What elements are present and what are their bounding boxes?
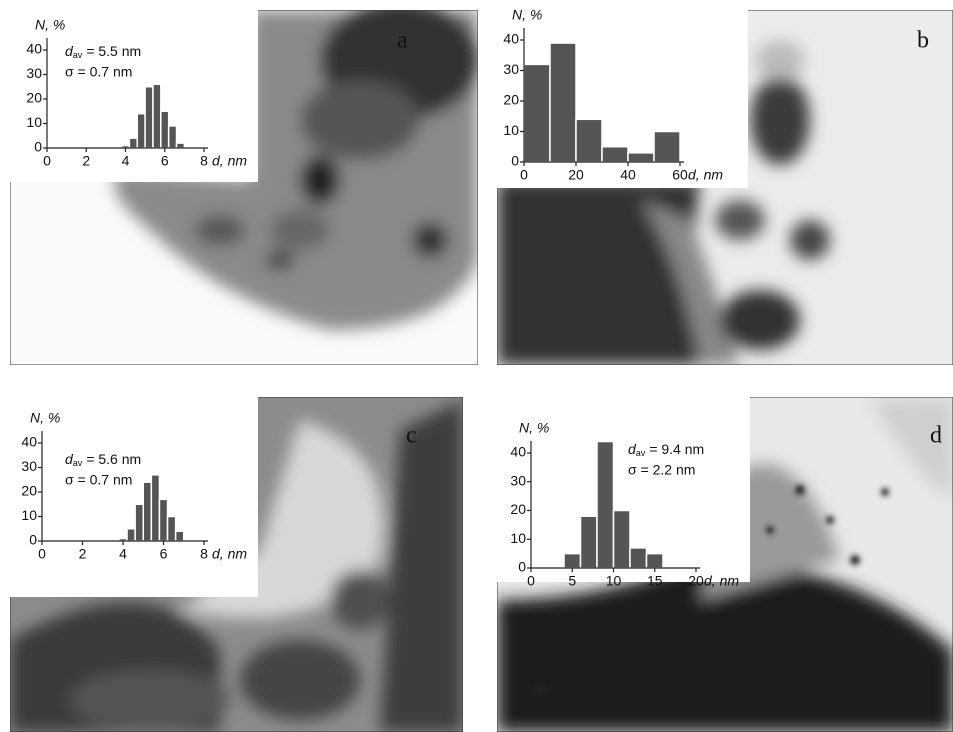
y-tick-label: 20 <box>26 90 42 106</box>
bar <box>602 147 628 162</box>
figure: 02468010203040N, %d, nmdav= 5.5 nmσ = 0.… <box>0 0 953 732</box>
mean-value: = 5.6 nm <box>86 451 141 467</box>
bar <box>581 516 598 568</box>
y-tick-label: 40 <box>503 31 519 47</box>
bar <box>153 84 161 148</box>
mean-value: = 9.4 nm <box>649 441 704 457</box>
bar <box>564 554 581 568</box>
bar <box>168 517 176 542</box>
x-axis-label: d, nm <box>212 546 247 562</box>
y-tick-label: 0 <box>518 559 526 575</box>
y-tick-label: 40 <box>21 434 37 450</box>
panel-letter: a <box>397 28 408 54</box>
mean-subscript: av <box>73 458 83 468</box>
panel-letter: d <box>930 423 942 449</box>
bar <box>129 138 137 148</box>
y-tick-label: 20 <box>510 501 526 517</box>
x-tick-label: 6 <box>160 546 168 562</box>
x-tick-label: 20 <box>568 167 584 183</box>
bar <box>614 511 631 569</box>
x-tick-label: 6 <box>161 153 169 169</box>
x-tick-label: 0 <box>527 573 535 589</box>
sigma-annotation: σ = 0.7 nm <box>65 64 132 80</box>
bar <box>145 87 153 148</box>
bar <box>176 531 184 541</box>
y-tick-label: 10 <box>510 530 526 546</box>
x-axis-label: d, nm <box>212 153 247 169</box>
bar <box>161 111 169 148</box>
y-tick-label: 10 <box>26 114 42 130</box>
y-tick-label: 0 <box>34 139 42 155</box>
panel-letter: b <box>917 28 929 54</box>
x-tick-label: 0 <box>43 153 51 169</box>
x-tick-label: 15 <box>647 573 663 589</box>
x-tick-label: 40 <box>620 167 636 183</box>
x-tick-label: 2 <box>82 153 90 169</box>
x-tick-label: 8 <box>200 153 208 169</box>
bar <box>630 548 647 568</box>
sigma-annotation: σ = 0.7 nm <box>65 472 132 488</box>
mean-subscript: av <box>73 50 83 60</box>
bar <box>576 119 602 162</box>
y-tick-label: 30 <box>21 458 37 474</box>
x-tick-label: 0 <box>38 546 46 562</box>
bar <box>127 529 135 541</box>
bar <box>654 132 680 163</box>
x-axis-label: d, nm <box>704 573 739 589</box>
y-tick-label: 0 <box>29 532 37 548</box>
bar <box>628 153 654 162</box>
y-tick-label: 40 <box>26 41 42 57</box>
y-tick-label: 20 <box>21 483 37 499</box>
y-axis-label: N, % <box>512 7 542 23</box>
x-axis-label: d, nm <box>688 167 723 183</box>
sigma-annotation: σ = 2.2 nm <box>628 462 695 478</box>
y-axis-label: N, % <box>35 17 65 33</box>
y-tick-label: 40 <box>510 444 526 460</box>
y-tick-label: 30 <box>510 472 526 488</box>
y-axis-label: N, % <box>519 420 549 436</box>
x-tick-label: 8 <box>200 546 208 562</box>
y-tick-label: 10 <box>503 122 519 138</box>
bar <box>159 499 167 541</box>
y-tick-label: 10 <box>21 507 37 523</box>
bar <box>524 64 550 162</box>
bar <box>143 482 151 541</box>
bar <box>597 442 614 569</box>
inset-c <box>10 397 258 597</box>
y-tick-label: 30 <box>26 65 42 81</box>
x-tick-label: 4 <box>119 546 127 562</box>
x-tick-label: 2 <box>79 546 87 562</box>
x-tick-label: 20 <box>688 573 704 589</box>
y-tick-label: 30 <box>503 61 519 77</box>
bar <box>550 43 576 162</box>
mean-subscript: av <box>636 448 646 458</box>
bar <box>169 126 177 148</box>
bar <box>151 475 159 541</box>
x-tick-label: 5 <box>568 573 576 589</box>
bar <box>177 143 185 148</box>
x-tick-label: 60 <box>672 167 688 183</box>
panel-letter: c <box>406 423 417 449</box>
bar <box>647 554 664 568</box>
y-axis-label: N, % <box>30 410 60 426</box>
bar <box>135 504 143 541</box>
y-tick-label: 20 <box>503 92 519 108</box>
x-tick-label: 0 <box>520 167 528 183</box>
bar <box>137 114 145 148</box>
x-tick-label: 4 <box>122 153 130 169</box>
mean-value: = 5.5 nm <box>86 43 141 59</box>
y-tick-label: 0 <box>511 153 519 169</box>
x-tick-label: 10 <box>606 573 622 589</box>
